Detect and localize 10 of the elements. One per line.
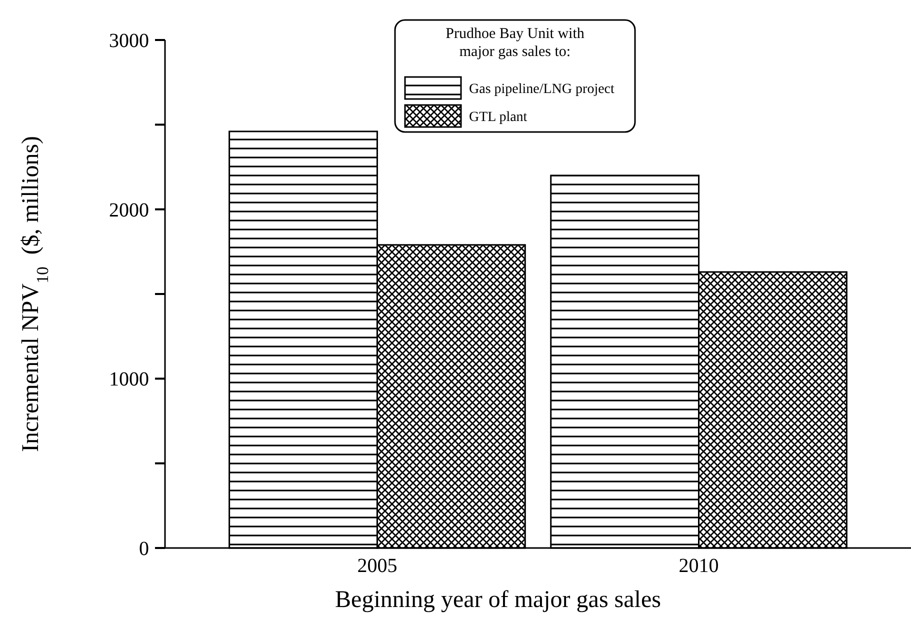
x-tick-label: 2010 [678,555,719,577]
y-tick-label: 1000 [109,368,149,391]
legend-label: GTL plant [469,110,528,125]
legend-label: Gas pipeline/LNG project [469,82,615,97]
y-tick-label: 2000 [109,199,149,222]
y-tick-label: 0 [139,538,149,560]
x-tick-label: 2005 [357,555,398,577]
y-tick-label: 3000 [109,30,149,52]
x-axis-title: Beginning year of major gas sales [335,587,661,613]
legend-title: Prudhoe Bay Unit with major gas sales to: [446,26,585,60]
